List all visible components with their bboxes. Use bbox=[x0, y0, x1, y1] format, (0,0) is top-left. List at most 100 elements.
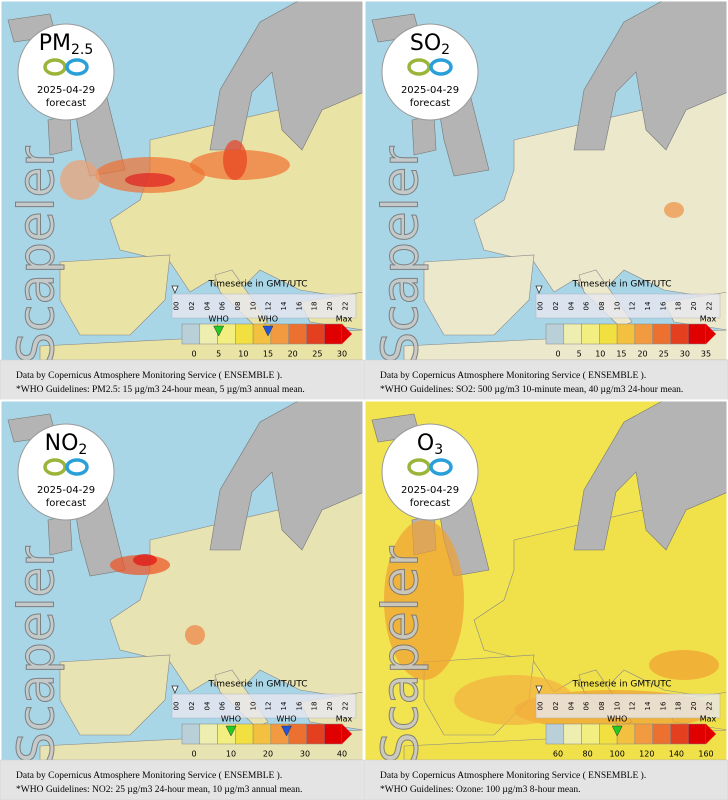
hour-label: 04 bbox=[567, 301, 575, 310]
scale-max-label: Max bbox=[336, 315, 353, 324]
who-marker bbox=[225, 725, 237, 737]
logo-loop bbox=[43, 458, 67, 476]
hour-label: 22 bbox=[341, 702, 349, 711]
hour-label: 18 bbox=[675, 302, 683, 311]
hour-label: 14 bbox=[280, 701, 288, 710]
scale-label: 0 bbox=[191, 750, 196, 759]
who-guidelines: *WHO Guidelines: Ozone: 100 µg/m3 8-hour… bbox=[380, 785, 580, 795]
hour-label: 06 bbox=[583, 701, 591, 710]
hour-label: 04 bbox=[567, 701, 575, 710]
hour-label: 20 bbox=[690, 302, 698, 311]
hour-label: 10 bbox=[613, 702, 621, 711]
watermark: Scapeler bbox=[8, 146, 66, 364]
hour-label: 08 bbox=[234, 302, 242, 311]
scale-label: 120 bbox=[639, 750, 654, 759]
hour-label: 12 bbox=[265, 302, 273, 311]
hour-label: 12 bbox=[265, 702, 273, 711]
scale-label: 30 bbox=[337, 350, 347, 359]
pollutant-subscript: 2 bbox=[78, 442, 87, 458]
credit: Data by Copernicus Atmosphere Monitoring… bbox=[380, 770, 646, 781]
pollution-area bbox=[133, 554, 157, 566]
pollution-area bbox=[649, 650, 719, 680]
who-marker bbox=[213, 325, 225, 337]
hour-label: 22 bbox=[705, 302, 713, 311]
scale-label: 20 bbox=[637, 350, 647, 359]
hour-label: 14 bbox=[644, 701, 652, 710]
forecast-label: forecast bbox=[46, 498, 87, 509]
scale-cell bbox=[235, 723, 254, 745]
hour-label: 06 bbox=[219, 701, 227, 710]
hour-label: 16 bbox=[295, 701, 303, 710]
hour-label: 16 bbox=[295, 301, 303, 310]
forecast-date: 2025-04-29 bbox=[401, 85, 459, 96]
hour-label: 20 bbox=[326, 302, 334, 311]
scale-label: 80 bbox=[583, 750, 593, 759]
hour-label: 00 bbox=[173, 702, 181, 711]
pollutant-subscript: 2 bbox=[441, 42, 450, 58]
forecast-label: forecast bbox=[410, 98, 451, 109]
hour-label: 14 bbox=[280, 301, 288, 310]
hour-label: 04 bbox=[203, 301, 211, 310]
credit: Data by Copernicus Atmosphere Monitoring… bbox=[16, 370, 282, 381]
who-marker bbox=[281, 725, 292, 737]
scale-cell bbox=[634, 723, 653, 745]
pollutant-name: NO bbox=[45, 431, 79, 456]
panel: O3 2025-04-29 forecast Scapeler Timeserie in… bbox=[363, 399, 728, 800]
scale-cell bbox=[581, 723, 600, 745]
scale-max-label: Max bbox=[336, 715, 353, 724]
hour-label: 18 bbox=[675, 702, 683, 711]
land-nodata bbox=[209, 399, 365, 551]
who-marker bbox=[611, 725, 623, 737]
hour-label: 00 bbox=[537, 702, 545, 711]
scale-cell bbox=[545, 723, 565, 745]
hour-label: 08 bbox=[598, 302, 606, 311]
pollutant-title: PM2.5 bbox=[39, 31, 94, 58]
scale-cell bbox=[670, 723, 689, 745]
scale-cell bbox=[181, 323, 201, 345]
scale-cell bbox=[181, 723, 201, 745]
scale-label: 10 bbox=[226, 750, 236, 759]
pollutant-title: SO2 bbox=[410, 31, 450, 58]
scale-cell bbox=[616, 323, 636, 345]
who-label: WHO bbox=[221, 715, 241, 724]
timeserie-label: Timeserie in GMT/UTC bbox=[207, 680, 307, 690]
forecast-date: 2025-04-29 bbox=[37, 485, 95, 496]
watermark: Scapeler bbox=[8, 546, 66, 764]
timeline bbox=[535, 693, 721, 719]
panel: PM2.5 2025-04-29 forecast Scapeler Timeserie… bbox=[0, 0, 365, 401]
scale-max-arrow bbox=[342, 724, 352, 744]
timeline bbox=[171, 693, 357, 719]
hour-label: 12 bbox=[629, 702, 637, 711]
pollutant-title: O3 bbox=[417, 431, 443, 458]
scale-label: 10 bbox=[595, 350, 605, 359]
scale-label: 15 bbox=[616, 350, 626, 359]
scale-cell bbox=[670, 323, 689, 345]
scale-label: 20 bbox=[288, 350, 298, 359]
time-marker bbox=[171, 285, 179, 295]
scale-label: 100 bbox=[610, 750, 625, 759]
scale-label: 25 bbox=[312, 350, 322, 359]
hour-label: 02 bbox=[188, 302, 196, 311]
scale-label: 35 bbox=[701, 350, 711, 359]
time-marker bbox=[535, 285, 543, 295]
pollutant-subscript: 2.5 bbox=[71, 42, 93, 58]
badge bbox=[381, 423, 479, 521]
hour-label: 04 bbox=[203, 701, 211, 710]
hour-label: 10 bbox=[613, 302, 621, 311]
hour-label: 00 bbox=[537, 302, 545, 311]
scale-cell bbox=[306, 723, 325, 745]
time-marker bbox=[171, 685, 179, 695]
panel: SO2 2025-04-29 forecast Scapeler Timeserie i… bbox=[363, 0, 728, 401]
scale-cell bbox=[599, 323, 618, 345]
who-guidelines: *WHO Guidelines: PM2.5: 15 µg/m3 24-hour… bbox=[16, 385, 305, 395]
hour-label: 10 bbox=[249, 702, 257, 711]
scale-label: 140 bbox=[669, 750, 684, 759]
hour-label: 18 bbox=[311, 302, 319, 311]
pollutant-subscript: 3 bbox=[434, 442, 443, 458]
hour-label: 20 bbox=[326, 702, 334, 711]
time-marker bbox=[535, 685, 543, 695]
scale-label: 160 bbox=[698, 750, 713, 759]
scale-label: 0 bbox=[555, 350, 560, 359]
scale-cell bbox=[252, 723, 272, 745]
hour-label: 16 bbox=[659, 701, 667, 710]
